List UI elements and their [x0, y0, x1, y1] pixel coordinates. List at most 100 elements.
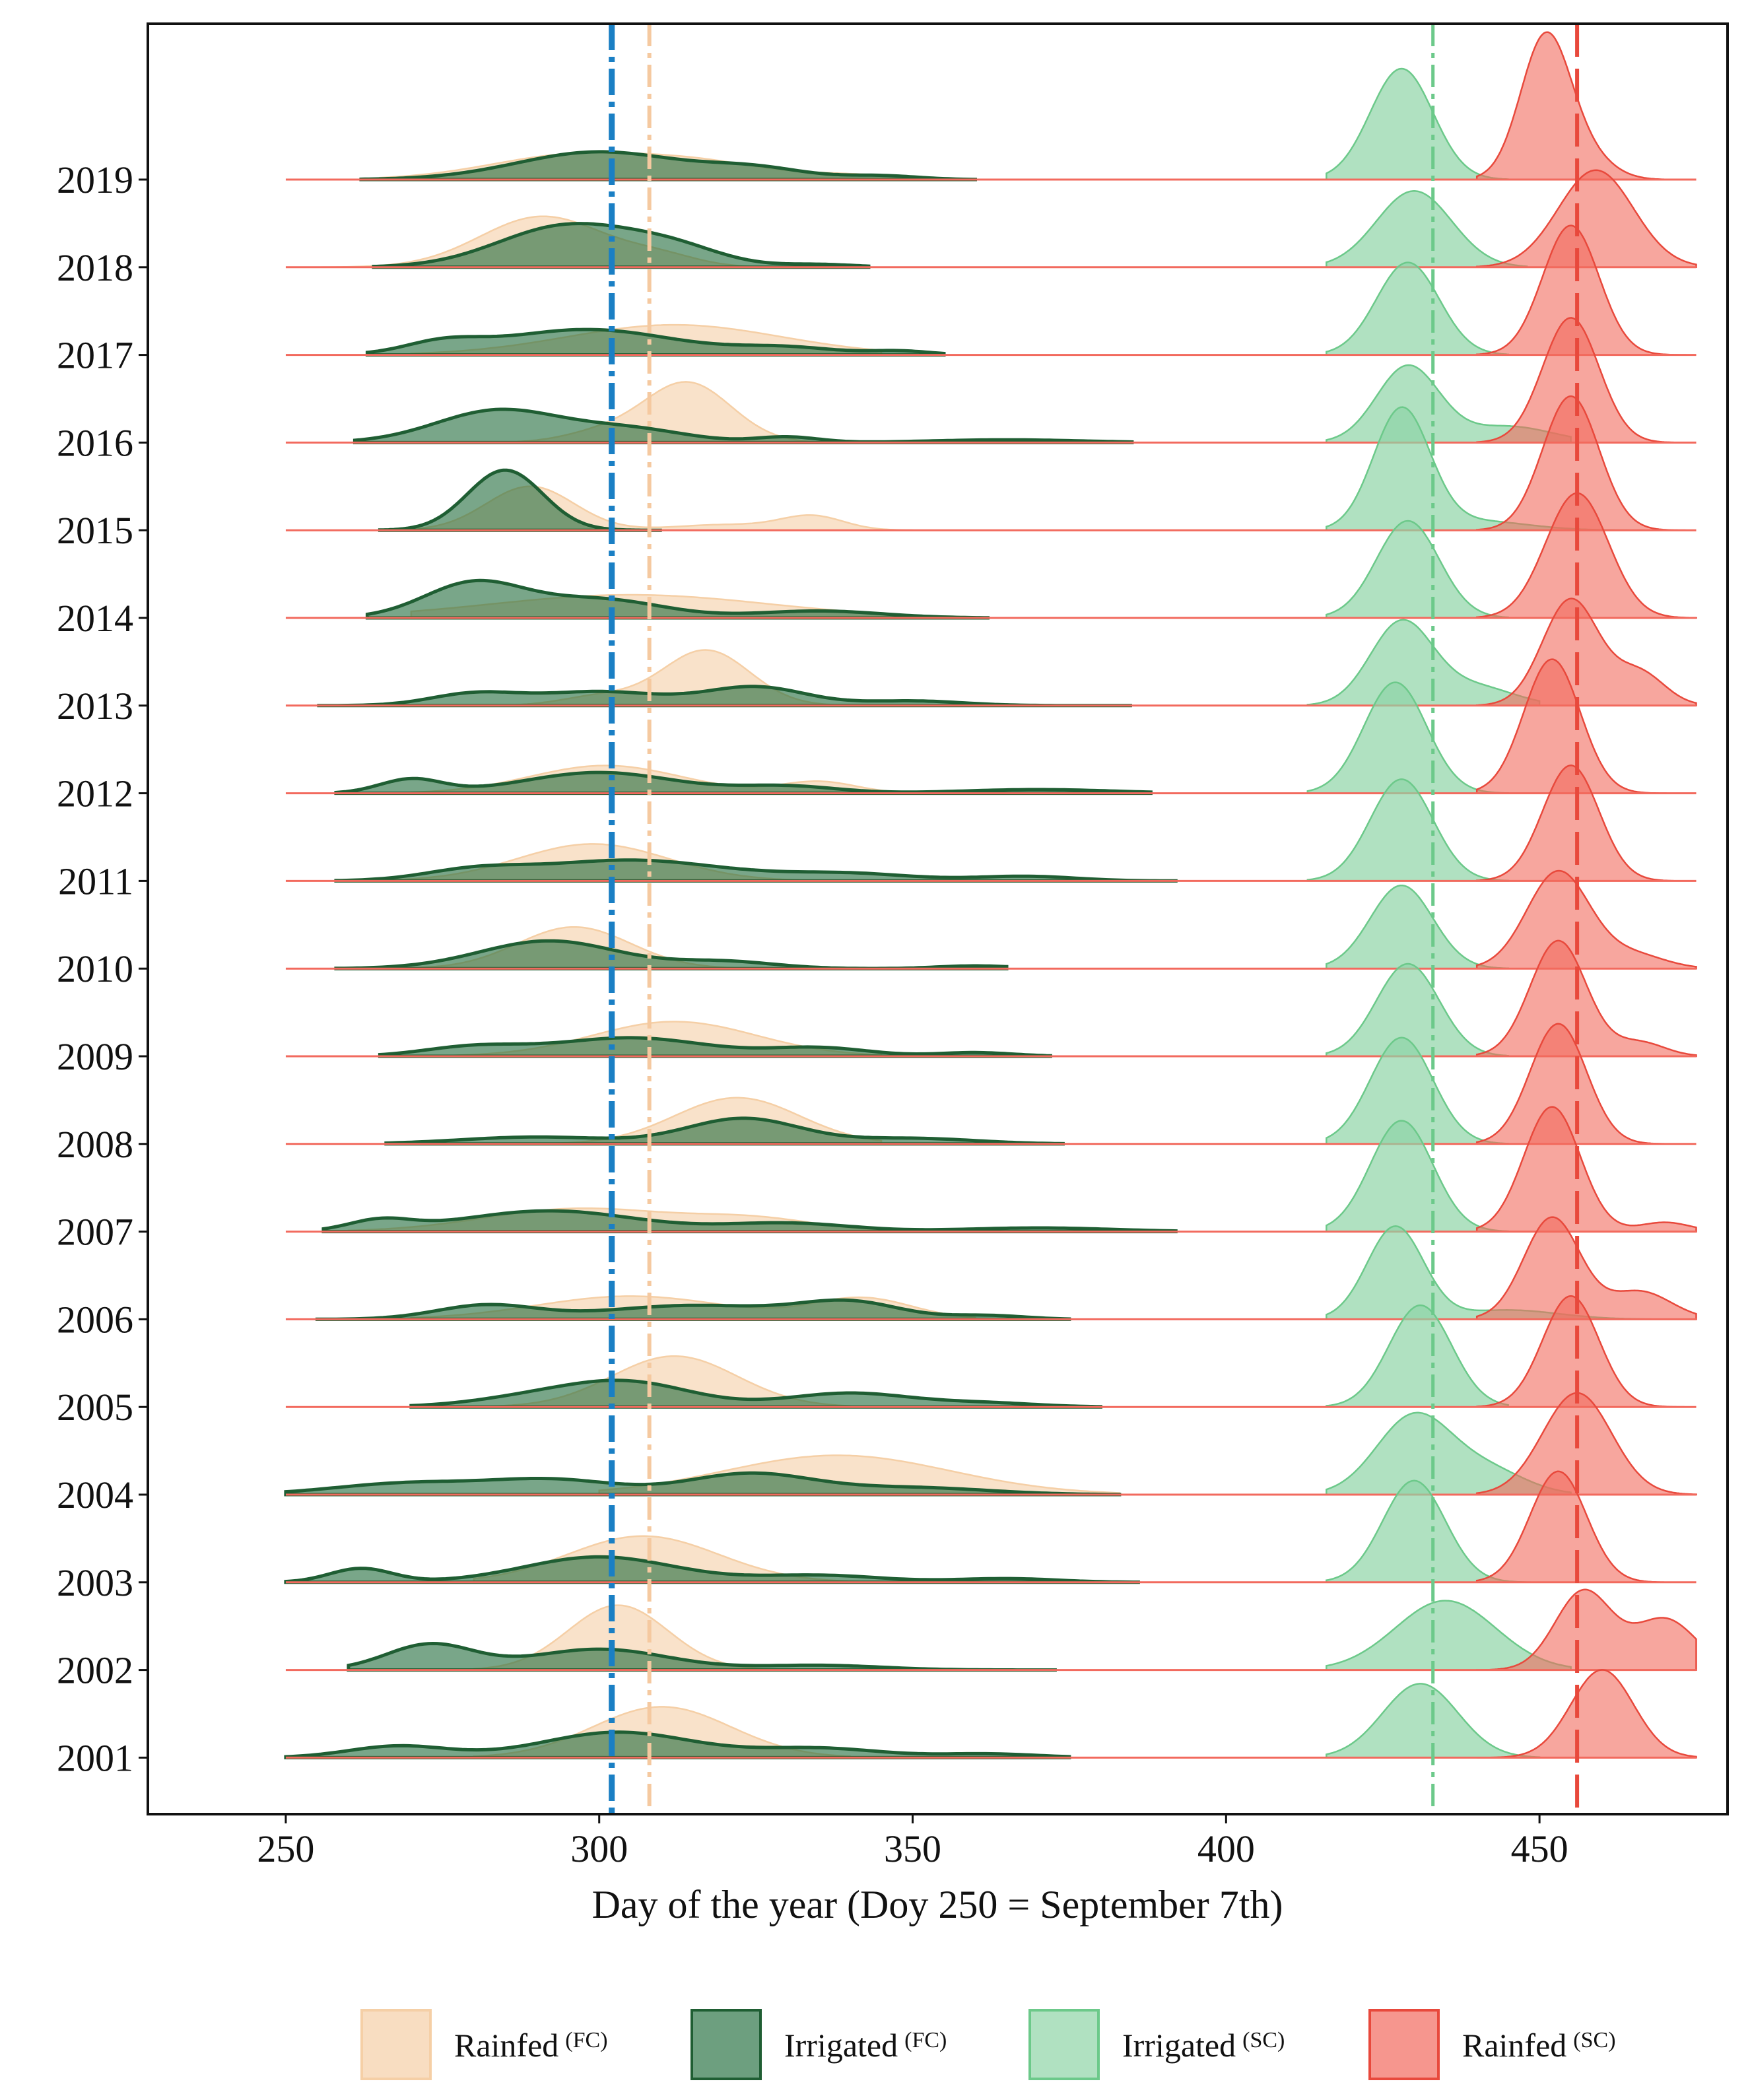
x-tick-label: 350 — [884, 1827, 941, 1870]
y-tick-label: 2013 — [57, 685, 133, 728]
ridge-2008-irrigated-fc — [384, 1116, 1065, 1146]
x-axis-label: Day of the year (Doy 250 = September 7th… — [592, 1883, 1283, 1926]
ridges-layer — [284, 31, 1697, 1759]
ridge-2003-irrigated-fc — [284, 1555, 1140, 1584]
ridge-2007 — [285, 1106, 1697, 1234]
ridge-2013-rainfed-sc — [1475, 597, 1697, 707]
legend-label: Irrigated — [1122, 2027, 1236, 2064]
ridge-2006-irrigated-fc — [315, 1298, 1071, 1321]
ridge-2017-irrigated-fc — [365, 327, 946, 357]
ridge-2014 — [285, 492, 1697, 620]
y-tick-label: 2008 — [57, 1123, 133, 1166]
x-tick-label: 300 — [570, 1827, 628, 1870]
legend-superscript: (FC) — [565, 2028, 607, 2052]
ridge-2017-irrigated-sc — [1326, 261, 1509, 356]
y-tick-label: 2004 — [57, 1473, 133, 1516]
x-axis: 250 300 350 400 450 — [257, 1814, 1568, 1870]
legend-label: Irrigated — [784, 2027, 898, 2064]
legend-item-rainfed-sc: Rainfed (SC) — [1368, 2009, 1616, 2080]
y-tick-label: 2010 — [57, 947, 133, 990]
legend-key-rainfed-sc — [1368, 2009, 1440, 2080]
y-tick-label: 2009 — [57, 1035, 133, 1078]
ridge-2004-irrigated-fc — [284, 1471, 1122, 1497]
ridge-2006 — [285, 1216, 1697, 1321]
ridge-2006-rainfed-sc — [1475, 1216, 1697, 1320]
ridge-2005-irrigated-sc — [1326, 1304, 1509, 1408]
ridge-2017 — [285, 224, 1697, 357]
y-tick-label: 2012 — [57, 772, 133, 815]
y-tick-label: 2015 — [57, 509, 133, 552]
ridge-2005 — [285, 1295, 1697, 1409]
y-tick-label: 2018 — [57, 246, 133, 289]
ridge-2013-irrigated-fc — [317, 685, 1132, 708]
ridge-2004 — [284, 1392, 1697, 1497]
ridge-2010-rainfed-sc — [1475, 869, 1697, 970]
ridge-2012-irrigated-fc — [334, 770, 1153, 796]
y-tick-label: 2003 — [57, 1561, 133, 1604]
ridge-2008 — [285, 1023, 1697, 1146]
legend-key-rainfed-fc — [360, 2009, 432, 2080]
legend-label: Rainfed — [454, 2027, 558, 2064]
legend-superscript: (SC) — [1573, 2028, 1615, 2052]
legend-item-irrigated-sc: Irrigated (SC) — [1028, 2009, 1285, 2080]
ridge-2009-irrigated-fc — [378, 1036, 1052, 1058]
ridge-2001-irrigated-fc — [284, 1730, 1071, 1759]
ridge-2002 — [285, 1588, 1697, 1672]
ridge-2011 — [285, 764, 1697, 883]
legend-superscript: (FC) — [904, 2028, 947, 2052]
ridge-2001 — [284, 1669, 1697, 1759]
legend-key-irrigated-fc — [690, 2009, 762, 2080]
ridge-2001-rainfed-sc — [1477, 1669, 1697, 1759]
ridge-2015 — [285, 395, 1697, 532]
ridge-2003 — [284, 1470, 1697, 1584]
ridge-2018-irrigated-fc — [372, 222, 871, 269]
y-tick-label: 2016 — [57, 421, 133, 464]
y-tick-label: 2019 — [57, 158, 133, 201]
legend-item-rainfed-fc: Rainfed (FC) — [360, 2009, 608, 2080]
ridge-2014-irrigated-sc — [1326, 520, 1509, 619]
legend-label: Rainfed — [1462, 2027, 1566, 2064]
legend-item-irrigated-fc: Irrigated (FC) — [690, 2009, 947, 2080]
ridge-2019 — [285, 31, 1697, 182]
y-tick-label: 2017 — [57, 334, 133, 377]
y-tick-label: 2014 — [57, 597, 133, 640]
ridge-2016-irrigated-fc — [353, 407, 1134, 444]
ridge-2013-irrigated-sc — [1306, 619, 1541, 707]
legend: Rainfed (FC) Irrigated (FC) Irrigated (SC) Rai… — [360, 2009, 1616, 2080]
ridge-2002-rainfed-sc — [1475, 1588, 1697, 1671]
y-axis: 2019 2018 2017 2016 2015 2014 2013 2012 2011 2010… — [57, 158, 148, 1779]
x-tick-label: 250 — [257, 1827, 314, 1870]
x-tick-label: 400 — [1197, 1827, 1255, 1870]
ridge-2011-irrigated-sc — [1306, 778, 1509, 882]
ridge-2004-rainfed-sc — [1475, 1392, 1697, 1496]
legend-superscript: (SC) — [1242, 2028, 1285, 2052]
ridge-2013 — [285, 597, 1697, 708]
ridge-2008-irrigated-sc — [1326, 1036, 1509, 1145]
ridge-2012 — [285, 658, 1697, 796]
ridge-2018-rainfed-sc — [1475, 169, 1697, 269]
ridge-2010 — [285, 869, 1697, 970]
ridge-2009-rainfed-sc — [1475, 939, 1697, 1058]
plot-frame — [147, 22, 1729, 1815]
ridge-2005-irrigated-fc — [409, 1378, 1102, 1409]
ridge-2018-irrigated-sc — [1326, 190, 1528, 269]
y-tick-label: 2005 — [57, 1386, 133, 1429]
y-tick-label: 2002 — [57, 1649, 133, 1692]
reference-lines-layer — [609, 24, 1580, 1814]
ridge-2014-irrigated-fc — [365, 578, 990, 620]
y-tick-label: 2007 — [57, 1211, 133, 1254]
ridge-2007-irrigated-fc — [321, 1209, 1178, 1234]
ridge-2009 — [285, 939, 1697, 1058]
x-tick-label: 450 — [1511, 1827, 1568, 1870]
ridge-2009-irrigated-sc — [1326, 963, 1509, 1058]
y-tick-label: 2011 — [58, 860, 133, 902]
ridge-2018 — [285, 169, 1697, 269]
ridge-2014-rainfed-sc — [1475, 492, 1697, 619]
ridge-2007-rainfed-sc — [1475, 1106, 1697, 1233]
ridge-2019-irrigated-fc — [359, 150, 977, 182]
y-tick-label: 2001 — [57, 1736, 133, 1779]
ridge-2011-irrigated-fc — [334, 858, 1178, 883]
y-tick-label: 2006 — [57, 1298, 133, 1341]
